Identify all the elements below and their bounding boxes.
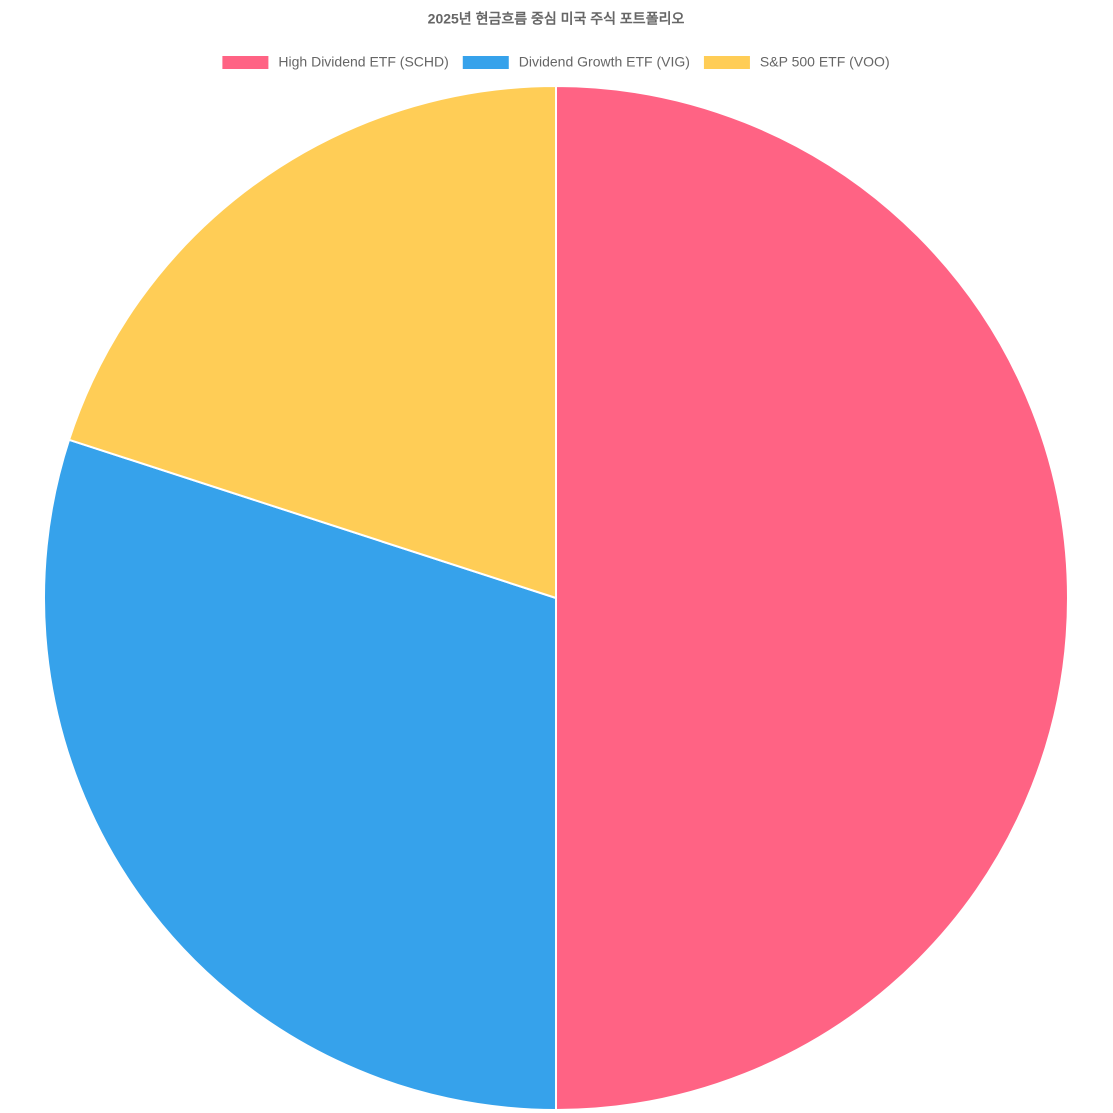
pie-slice: [43, 438, 557, 1112]
pie: [43, 84, 1069, 1112]
pie-slice: [67, 84, 557, 600]
legend-item: S&P 500 ETF (VOO): [703, 54, 890, 70]
legend-swatch: [703, 56, 750, 69]
chart-title: 2025년 현금흐름 중심 미국 주식 포트폴리오: [428, 11, 685, 27]
legend-label: S&P 500 ETF (VOO): [760, 54, 890, 70]
pie-slice: [555, 84, 1069, 1112]
legend-swatch: [462, 56, 509, 69]
legend: High Dividend ETF (SCHD) Dividend Growth …: [222, 54, 890, 70]
legend-swatch: [222, 56, 269, 69]
legend-label: High Dividend ETF (SCHD): [278, 54, 448, 70]
legend-item: Dividend Growth ETF (VIG): [462, 54, 690, 70]
legend-item: High Dividend ETF (SCHD): [222, 54, 449, 70]
legend-label: Dividend Growth ETF (VIG): [519, 54, 690, 70]
